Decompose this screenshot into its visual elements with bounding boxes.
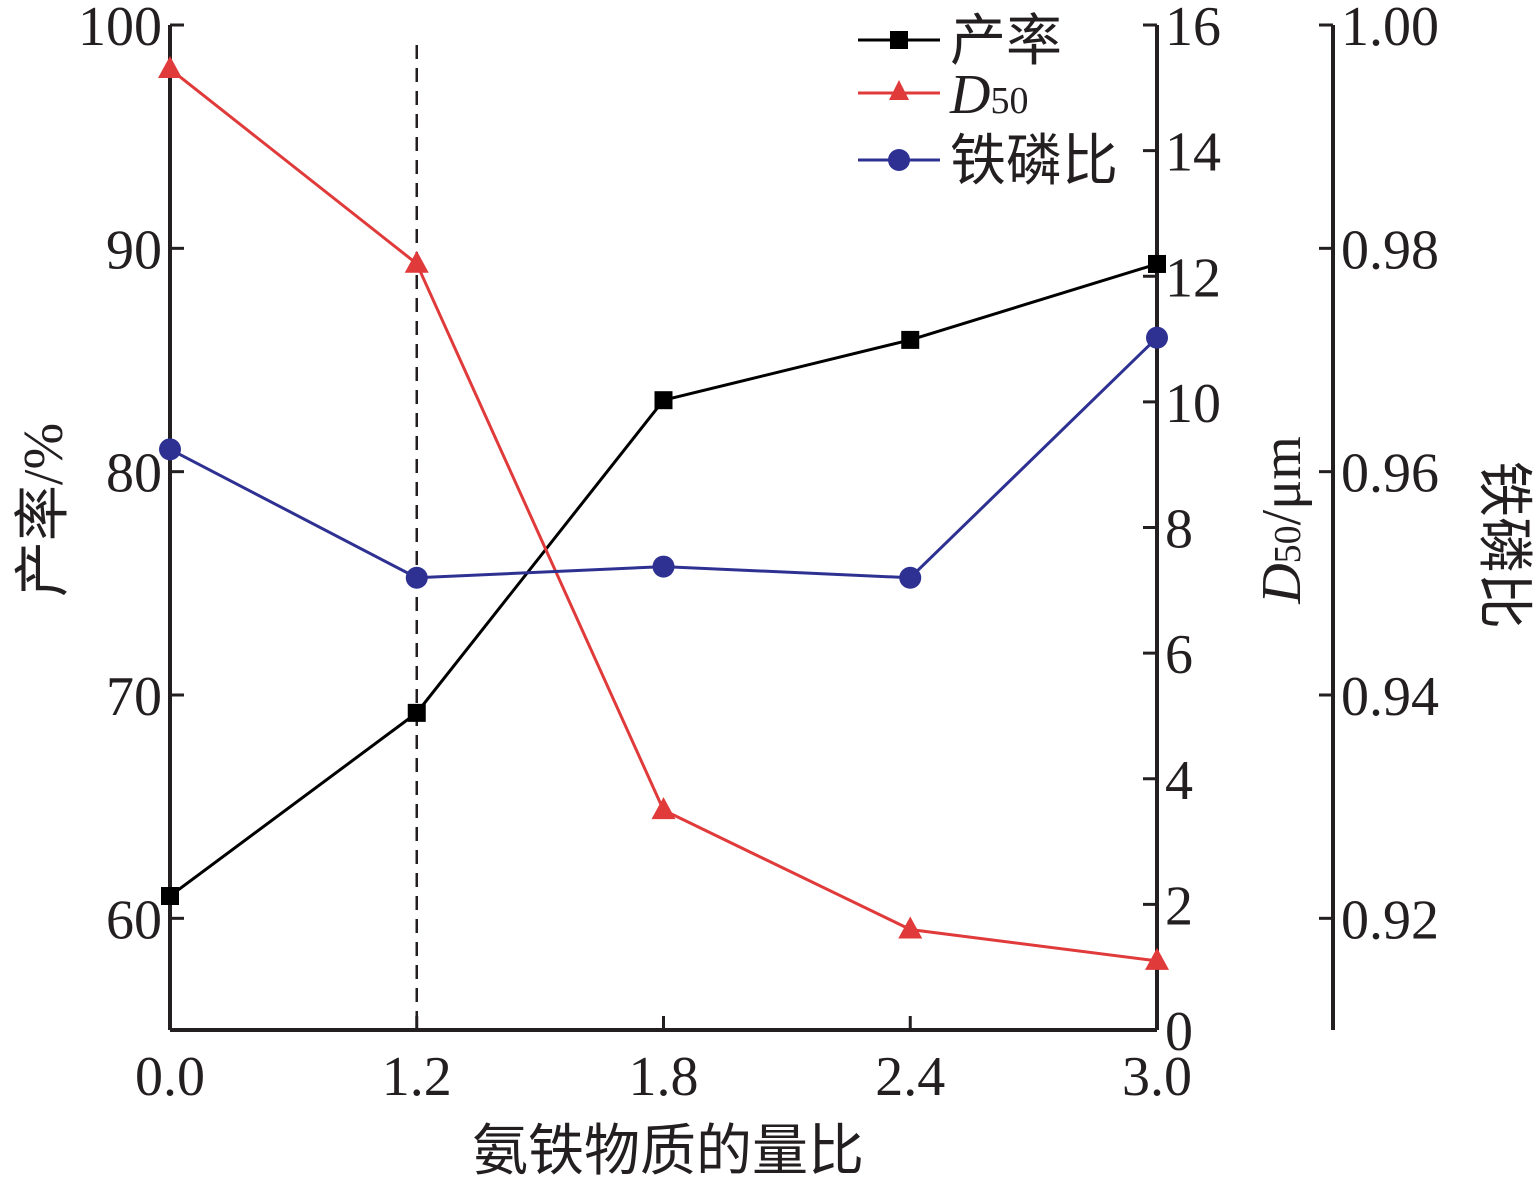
data-point-d50 xyxy=(158,55,182,78)
right1-tick-label: 0 xyxy=(1165,1001,1193,1063)
x-tick-label: 3.0 xyxy=(1122,1046,1192,1108)
data-point-yield xyxy=(407,703,426,722)
data-point-fe-p xyxy=(405,566,428,589)
x-tick-label: 0.0 xyxy=(135,1046,205,1108)
left-tick-label: 60 xyxy=(106,889,162,951)
right1-tick-label: 10 xyxy=(1165,373,1221,435)
x-tick-label: 1.8 xyxy=(629,1046,699,1108)
legend-marker-yield xyxy=(890,31,908,49)
left-tick-label: 90 xyxy=(106,219,162,281)
data-point-d50 xyxy=(651,797,676,820)
axes xyxy=(168,25,1335,1032)
right2-axis-title: 铁磷比 xyxy=(1472,461,1534,629)
right1-tick-label: 14 xyxy=(1165,122,1221,184)
right2-tick-label: 1.00 xyxy=(1341,0,1439,58)
legend-marker-fe-p xyxy=(888,149,910,171)
data-point-fe-p xyxy=(899,566,922,589)
legend-item-d50: D50 xyxy=(858,64,1028,126)
data-point-yield xyxy=(654,391,673,410)
left-axis-title: 产率/% xyxy=(13,423,75,597)
data-point-fe-p xyxy=(159,438,181,461)
data-point-yield xyxy=(901,330,920,349)
legend-marker-d50 xyxy=(889,80,909,100)
x-tick-label: 2.4 xyxy=(875,1046,945,1108)
data-point-d50 xyxy=(898,916,923,939)
right1-tick-label: 4 xyxy=(1165,750,1193,812)
right1-tick-label: 16 xyxy=(1165,0,1221,58)
left-tick-label: 80 xyxy=(106,443,162,505)
data-point-yield xyxy=(161,887,179,905)
right2-tick-label: 0.98 xyxy=(1341,219,1439,281)
right2-tick-label: 0.92 xyxy=(1341,889,1439,951)
right1-tick-label: 8 xyxy=(1165,499,1193,561)
right2-tick-label: 0.96 xyxy=(1341,443,1439,505)
right1-axis-title: D50/μm xyxy=(1251,436,1313,605)
legend-label-yield: 产率 xyxy=(950,11,1062,73)
legend-item-fe-p: 铁磷比 xyxy=(858,131,1118,193)
x-tick-label: 1.2 xyxy=(382,1046,452,1108)
data-point-yield xyxy=(1148,254,1166,273)
legend-label-d50: D50 xyxy=(949,64,1028,126)
legend-item-yield: 产率 xyxy=(858,11,1062,73)
right1-tick-label: 2 xyxy=(1165,875,1193,937)
legend-label-fe-p: 铁磷比 xyxy=(950,131,1118,193)
left-tick-label: 70 xyxy=(106,666,162,728)
right1-tick-label: 6 xyxy=(1165,624,1193,686)
x-axis-title: 氨铁物质的量比 xyxy=(472,1121,864,1181)
series-line-fe-p xyxy=(169,336,1159,580)
tick-group: 0.0 1.2 1.8 2.4 3.0 60 70 80 90 100 0 2 4 6 8 10 12 14 16 0… xyxy=(78,0,1439,1108)
data-point-d50 xyxy=(1145,947,1169,970)
series-line-d50 xyxy=(169,67,1158,963)
data-point-fe-p xyxy=(652,555,675,578)
right1-tick-label: 12 xyxy=(1165,247,1221,309)
legend: 产率 D50 铁磷比 xyxy=(858,11,1118,193)
left-tick-label: 100 xyxy=(78,0,162,58)
data-point-fe-p xyxy=(1146,326,1168,349)
axis-titles: 氨铁物质的量比 产率/% D50/μm 铁磷比 xyxy=(13,423,1534,1181)
right2-tick-label: 0.94 xyxy=(1341,666,1439,728)
data-point-d50 xyxy=(404,250,429,273)
series-group xyxy=(158,55,1169,970)
